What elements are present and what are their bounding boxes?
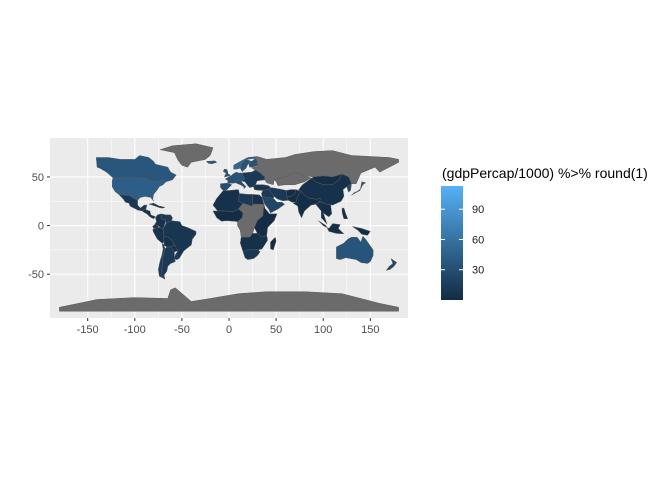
legend-title: (gdpPercap/1000) %>% round(1): [442, 165, 648, 181]
y-tick-label: 50: [32, 172, 44, 184]
legend-break-label: 60: [472, 234, 484, 246]
region-sweden: [240, 159, 252, 172]
region-central-africa: [237, 202, 266, 238]
legend-break-label: 30: [472, 265, 484, 277]
region-iceland: [206, 160, 218, 165]
region-japan: [351, 181, 366, 196]
region-greenland: [159, 143, 214, 168]
y-axis: 50 0 -50: [28, 172, 50, 281]
region-italy: [235, 180, 247, 189]
region-saudi-arabia: [261, 196, 285, 214]
region-indonesia: [318, 220, 345, 235]
region-colombia: [154, 213, 167, 230]
region-caribbean: [148, 202, 166, 209]
region-madagascar: [270, 236, 277, 251]
x-tick-label: 0: [226, 324, 232, 336]
region-uruguay: [174, 254, 180, 260]
y-tick-label: -50: [28, 269, 44, 281]
legend-break-label: 90: [472, 204, 484, 216]
x-tick-label: 150: [361, 324, 379, 336]
country-shapes: [59, 143, 399, 312]
region-south-africa: [242, 249, 261, 260]
x-tick-label: -150: [77, 324, 99, 336]
region-new-zealand: [386, 258, 397, 271]
legend-breaks: 90 60 30: [441, 204, 484, 277]
region-central-america: [142, 207, 156, 220]
region-philippines: [341, 207, 348, 220]
x-tick-label: -100: [124, 324, 146, 336]
region-kazakhstan: [273, 171, 312, 186]
region-united-kingdom: [223, 168, 231, 178]
region-southeast-asia: [315, 201, 332, 225]
region-spain: [220, 182, 233, 191]
x-axis: -150 -100 -50 0 50 100 150: [77, 318, 379, 336]
y-tick-label: 0: [38, 221, 44, 233]
x-tick-label: 50: [270, 324, 282, 336]
region-korea: [346, 183, 352, 193]
legend-color-bar: [441, 186, 463, 300]
region-argentina: [160, 246, 176, 280]
region-papua-new-guinea: [352, 226, 371, 236]
x-tick-label: -50: [174, 324, 190, 336]
x-tick-label: 100: [314, 324, 332, 336]
color-legend: (gdpPercap/1000) %>% round(1) 90 60 30: [441, 165, 648, 300]
region-australia: [336, 236, 374, 264]
region-mexico: [118, 194, 148, 212]
region-antarctica: [59, 287, 399, 312]
